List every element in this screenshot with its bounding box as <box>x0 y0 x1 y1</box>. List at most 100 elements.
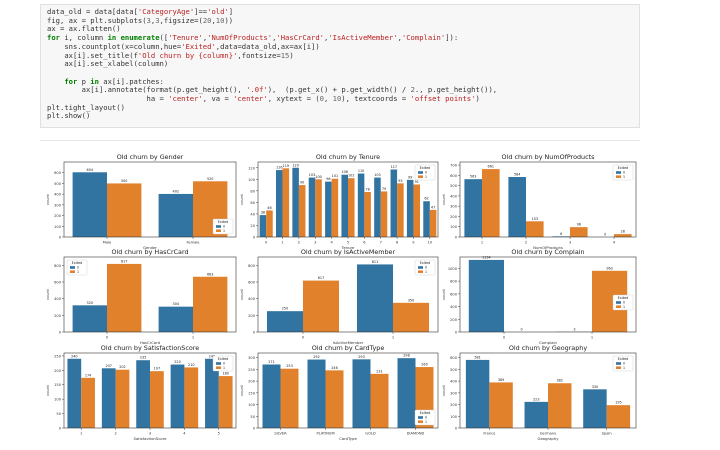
y-axis-label: count <box>239 194 244 205</box>
y-tick-label: 250 <box>54 354 62 358</box>
legend-swatch <box>216 362 221 365</box>
bar <box>262 364 281 428</box>
legend-swatch <box>616 305 621 308</box>
y-tick-label: 80 <box>250 189 255 193</box>
y-tick-label: 200 <box>248 380 256 384</box>
bar <box>315 179 322 237</box>
bar <box>81 377 95 428</box>
y-tick-label: 150 <box>248 391 256 395</box>
code-line: ax = ax.flatten() <box>47 24 121 34</box>
code-line: sns.countplot(x=column,hue='Exited',data… <box>64 41 320 51</box>
x-axis-label: CardType <box>339 436 357 441</box>
code-line: data_old = data[data['CategoryAge']=='ol… <box>47 7 234 16</box>
x-tick-label: Female <box>187 241 201 245</box>
y-tick-label: 100 <box>248 178 256 182</box>
code-line: ax[i].set_title(f'Old churn by {column}'… <box>64 50 294 60</box>
bar <box>325 370 344 428</box>
y-tick-label: 50 <box>250 415 255 419</box>
bar-value-label: 117 <box>391 165 397 169</box>
bar-value-label: 210 <box>188 363 194 367</box>
legend-title: Exited <box>618 296 629 300</box>
y-tick-label: 1000 <box>448 267 458 271</box>
x-tick-label: 0 <box>265 241 268 245</box>
chart-title: Old churn by IsActiveMember <box>301 248 396 256</box>
legend-title: Exited <box>420 261 431 265</box>
bar-value-label: 78 <box>365 188 369 192</box>
bar-value-label: 963 <box>606 266 612 270</box>
y-axis-label: count <box>441 385 446 396</box>
x-axis-label: HasCrCard <box>140 340 161 345</box>
bar <box>370 373 389 428</box>
y-tick-label: 800 <box>248 264 256 268</box>
legend-label: 1 <box>425 420 427 424</box>
plot-frame <box>63 256 237 333</box>
legend-title: Exited <box>420 166 431 170</box>
x-tick-label: 1 <box>591 336 593 340</box>
legend-label: 0 <box>77 266 79 270</box>
x-axis-label: Geography <box>538 436 560 441</box>
bar <box>259 215 267 237</box>
bar-value-label: 116 <box>276 166 282 170</box>
bar-value-label: 389 <box>498 378 504 382</box>
bar <box>465 359 490 428</box>
bar <box>158 193 193 237</box>
bar-value-label: 520 <box>207 177 213 181</box>
bar-value-label: 604 <box>87 168 93 172</box>
bar <box>464 179 482 237</box>
bar <box>406 179 414 237</box>
bar <box>548 383 572 428</box>
legend-title: Exited <box>218 357 229 361</box>
legend-swatch <box>418 270 423 273</box>
bar-value-label: 195 <box>615 401 621 405</box>
y-tick-label: 60 <box>250 201 255 205</box>
legend-label: 0 <box>623 301 625 305</box>
y-tick-label: 800 <box>450 280 458 284</box>
bar-value-label: 231 <box>376 369 382 373</box>
y-tick-label: 0 <box>253 236 256 240</box>
bar <box>357 173 365 237</box>
bar <box>115 369 130 428</box>
x-tick-label: 1 <box>80 432 82 436</box>
bar-value-label: 223 <box>533 397 539 401</box>
bar <box>307 359 326 428</box>
legend-swatch <box>70 266 75 269</box>
legend-label: 0 <box>623 171 625 175</box>
bar-value-label: 99 <box>408 175 412 179</box>
x-tick-label: 0 <box>503 336 506 340</box>
code-cell[interactable]: data_old = data[data['CategoryAge']=='ol… <box>40 4 640 128</box>
chart-title: Old churn by Tenure <box>316 153 380 161</box>
x-tick-label: Spain <box>602 432 612 436</box>
chart-0: Old churn by Gender 0 100 200 300 400 500 600 co… <box>45 153 237 250</box>
bar <box>429 209 437 237</box>
y-tick-label: 200 <box>450 318 458 322</box>
bar <box>67 358 82 428</box>
bar-value-label: 253 <box>286 364 292 368</box>
bar <box>374 177 381 237</box>
y-tick-label: 0 <box>455 236 458 240</box>
x-tick-label: 0 <box>106 336 109 340</box>
bar <box>524 401 548 428</box>
x-axis-label: Complain <box>539 340 558 345</box>
y-axis-label: count <box>441 289 446 300</box>
bar-value-label: 330 <box>592 385 598 389</box>
bar <box>107 183 142 237</box>
bar-value-label: 817 <box>121 259 127 263</box>
bar-value-label: 38 <box>261 211 265 215</box>
x-axis-label: NumOfProducts <box>533 245 563 250</box>
y-axis-label: count <box>45 289 50 300</box>
bar <box>357 264 393 332</box>
bar-value-label: 320 <box>87 301 93 305</box>
legend-label: 0 <box>425 266 427 270</box>
legend-label: 0 <box>425 171 427 175</box>
y-tick-label: 200 <box>450 215 458 219</box>
bar <box>380 191 388 237</box>
y-tick-label: 100 <box>450 225 458 229</box>
bar-value-label: 207 <box>105 364 111 368</box>
legend-label: 1 <box>623 305 625 309</box>
bar-value-label: 246 <box>331 366 337 370</box>
code-line: plt.show() <box>47 111 91 121</box>
legend-label: 1 <box>623 175 625 179</box>
